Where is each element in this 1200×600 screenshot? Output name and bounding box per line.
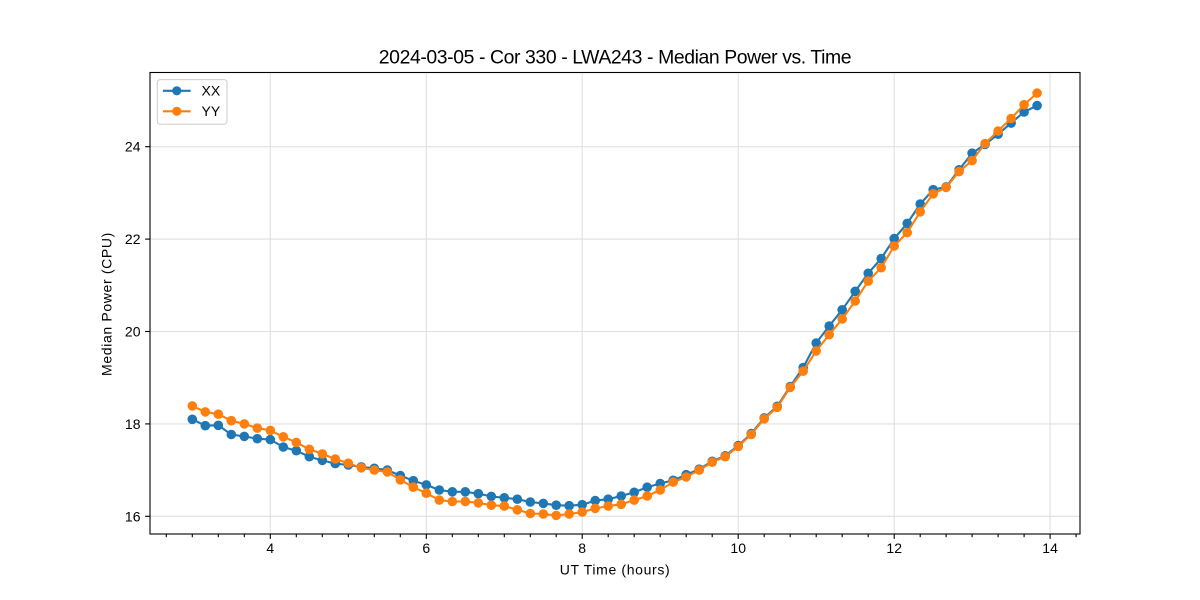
svg-text:10: 10 [730, 540, 746, 556]
svg-text:6: 6 [422, 540, 430, 556]
svg-text:Median Power (CPU): Median Power (CPU) [99, 232, 115, 376]
svg-text:4: 4 [266, 540, 274, 556]
svg-text:18: 18 [125, 416, 141, 432]
svg-text:YY: YY [202, 103, 221, 119]
svg-text:12: 12 [886, 540, 902, 556]
svg-text:24: 24 [125, 139, 141, 155]
svg-text:20: 20 [125, 324, 141, 340]
svg-text:XX: XX [202, 83, 221, 99]
svg-text:8: 8 [578, 540, 586, 556]
svg-text:22: 22 [125, 231, 141, 247]
svg-text:2024-03-05 - Cor 330 - LWA243: 2024-03-05 - Cor 330 - LWA243 - Median P… [379, 47, 851, 69]
svg-text:16: 16 [125, 508, 141, 524]
svg-text:14: 14 [1042, 540, 1058, 556]
svg-text:UT Time (hours): UT Time (hours) [560, 562, 671, 578]
